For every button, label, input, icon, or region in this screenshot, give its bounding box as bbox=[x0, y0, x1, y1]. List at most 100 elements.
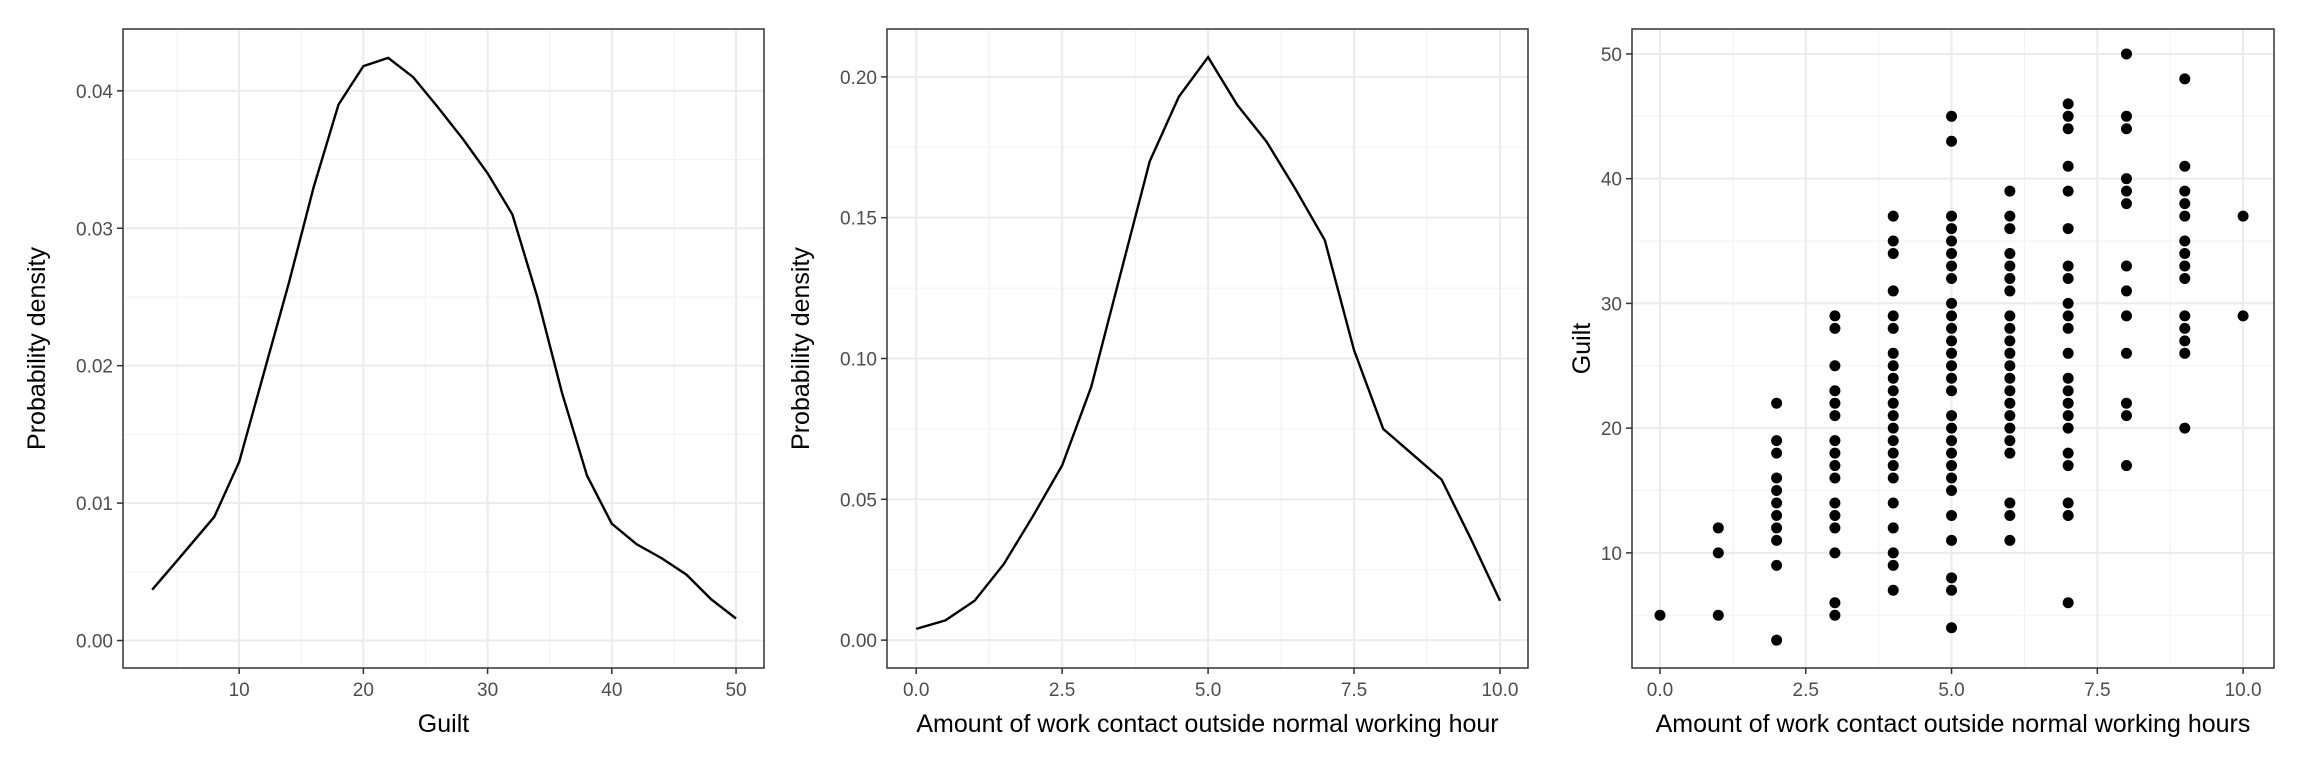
point bbox=[2237, 210, 2249, 222]
point bbox=[2179, 235, 2191, 247]
point bbox=[1829, 310, 1841, 322]
point bbox=[1829, 509, 1841, 521]
point bbox=[2179, 248, 2191, 260]
point bbox=[1946, 210, 1958, 222]
point bbox=[2004, 509, 2016, 521]
point bbox=[2004, 347, 2016, 359]
point bbox=[1946, 372, 1958, 384]
point bbox=[2062, 272, 2074, 284]
point bbox=[2004, 210, 2016, 222]
point bbox=[1946, 485, 1958, 497]
point bbox=[2179, 185, 2191, 197]
point bbox=[1771, 634, 1783, 646]
panel: 10 20 30 40 50 0.00 0.01 0.02 0.03 0.04 Guilt Proba… bbox=[23, 28, 765, 738]
point bbox=[2120, 397, 2132, 409]
x-tick-label: 30 bbox=[477, 680, 498, 701]
point bbox=[2062, 460, 2074, 472]
point bbox=[2120, 260, 2132, 272]
point bbox=[1887, 310, 1899, 322]
point bbox=[2179, 198, 2191, 210]
point bbox=[2120, 173, 2132, 185]
point bbox=[2004, 447, 2016, 459]
point bbox=[2062, 185, 2074, 197]
point bbox=[1887, 210, 1899, 222]
point bbox=[1829, 460, 1841, 472]
point bbox=[1946, 447, 1958, 459]
x-axis-title: Amount of work contact outside normal wo… bbox=[1656, 710, 2251, 738]
point bbox=[1829, 547, 1841, 559]
point bbox=[1946, 260, 1958, 272]
y-tick-label: 0.15 bbox=[840, 209, 877, 230]
point bbox=[1771, 534, 1783, 546]
point bbox=[2004, 534, 2016, 546]
x-tick-label: 20 bbox=[353, 680, 374, 701]
point bbox=[2120, 123, 2132, 135]
point bbox=[2237, 310, 2249, 322]
point bbox=[1887, 360, 1899, 372]
point bbox=[2004, 223, 2016, 235]
point bbox=[2004, 410, 2016, 422]
point bbox=[1829, 360, 1841, 372]
point bbox=[1712, 547, 1724, 559]
y-axis-title: Guilt bbox=[1568, 323, 1596, 374]
point bbox=[2062, 223, 2074, 235]
point bbox=[2120, 48, 2132, 60]
point bbox=[2179, 322, 2191, 334]
point bbox=[1946, 509, 1958, 521]
point bbox=[1887, 584, 1899, 596]
point bbox=[1946, 584, 1958, 596]
point bbox=[2179, 272, 2191, 284]
point bbox=[2004, 335, 2016, 347]
y-tick-label: 0.05 bbox=[840, 490, 877, 511]
point bbox=[2120, 410, 2132, 422]
point bbox=[2004, 497, 2016, 509]
point bbox=[1946, 347, 1958, 359]
point bbox=[2062, 98, 2074, 110]
point bbox=[2062, 372, 2074, 384]
point bbox=[2062, 310, 2074, 322]
panel: 0.0 2.5 5.0 7.5 10.0 10 20 30 40 50 Amount of work… bbox=[1568, 28, 2275, 738]
point bbox=[1887, 460, 1899, 472]
point bbox=[2062, 385, 2074, 397]
point bbox=[1771, 509, 1783, 521]
point bbox=[2004, 397, 2016, 409]
point bbox=[2062, 422, 2074, 434]
point bbox=[1829, 597, 1841, 609]
y-tick-label: 0.01 bbox=[76, 494, 113, 515]
y-tick-label: 0.02 bbox=[76, 357, 113, 378]
y-tick-label: 0.00 bbox=[840, 631, 877, 652]
point bbox=[2062, 397, 2074, 409]
x-tick-label: 5.0 bbox=[1195, 680, 1221, 701]
point bbox=[2004, 372, 2016, 384]
panel-border bbox=[122, 28, 765, 669]
x-axis-title: Amount of work contact outside normal wo… bbox=[916, 710, 1498, 738]
point bbox=[2120, 460, 2132, 472]
point bbox=[2062, 347, 2074, 359]
point bbox=[1887, 447, 1899, 459]
y-tick-label: 0.04 bbox=[76, 82, 113, 103]
y-tick-label: 40 bbox=[1601, 170, 1622, 191]
point bbox=[1829, 397, 1841, 409]
x-tick-label: 50 bbox=[725, 680, 746, 701]
point bbox=[1771, 485, 1783, 497]
y-tick-label: 0.03 bbox=[76, 219, 113, 240]
point bbox=[1887, 347, 1899, 359]
point bbox=[1829, 435, 1841, 447]
point bbox=[1771, 397, 1783, 409]
point bbox=[1887, 322, 1899, 334]
point bbox=[1712, 609, 1724, 621]
point bbox=[2062, 110, 2074, 122]
point bbox=[2120, 347, 2132, 359]
y-tick-label: 0.20 bbox=[840, 68, 877, 89]
point bbox=[2179, 422, 2191, 434]
x-tick-label: 5.0 bbox=[1938, 680, 1964, 701]
point bbox=[2120, 285, 2132, 297]
point bbox=[2004, 248, 2016, 260]
x-tick-label: 40 bbox=[601, 680, 622, 701]
point bbox=[2004, 285, 2016, 297]
point bbox=[1771, 447, 1783, 459]
point bbox=[1829, 385, 1841, 397]
point bbox=[2062, 297, 2074, 309]
point bbox=[1946, 135, 1958, 147]
point bbox=[2062, 447, 2074, 459]
